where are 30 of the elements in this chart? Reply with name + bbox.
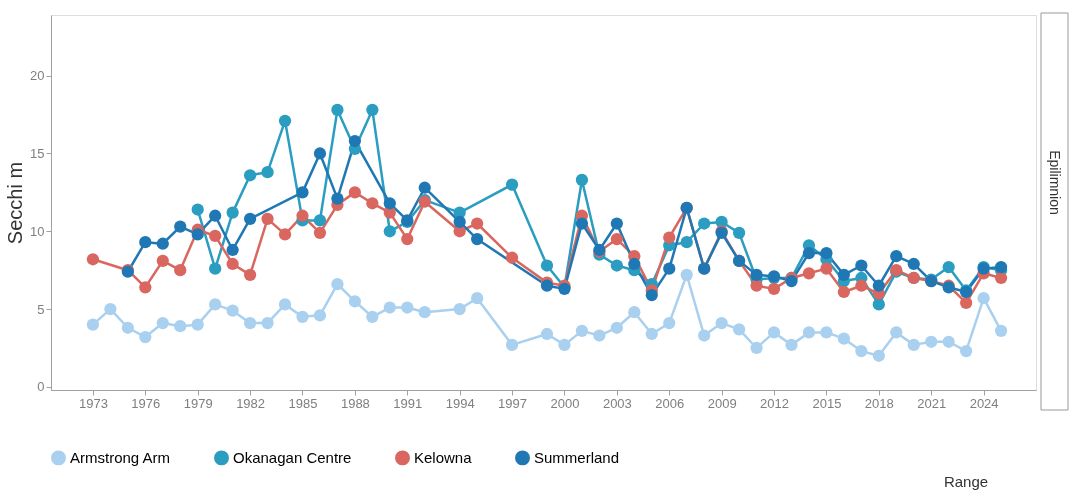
y-tick-label: 0 (37, 379, 45, 395)
x-tick-label: 2024 (969, 395, 999, 411)
x-tick-label: 1997 (498, 395, 528, 411)
text: Epilimnion (1047, 150, 1063, 215)
x-tick-label: 1982 (236, 395, 266, 411)
legend-label: Summerland (534, 448, 620, 466)
legend-label: Okanagan Centre (233, 448, 352, 466)
x-tick-label: 1976 (131, 395, 161, 411)
x-tick-label: 2018 (864, 395, 894, 411)
x-tick-label: 1988 (340, 395, 370, 411)
y-tick-label: 15 (30, 145, 45, 161)
y-tick-label: 5 (37, 301, 45, 317)
x-tick-label: 1994 (445, 395, 475, 411)
y-tick-label: 20 (30, 68, 45, 84)
x-tick-label: 2012 (760, 395, 789, 411)
x-tick-label: 1973 (78, 395, 108, 411)
x-tick-label: 2000 (550, 395, 580, 411)
y-tick-label: 10 (30, 223, 45, 239)
legend-label: Kelowna (414, 448, 473, 466)
x-tick-label: 2009 (707, 395, 737, 411)
x-tick-label: 2003 (602, 395, 632, 411)
x-tick-label: 2021 (917, 395, 947, 411)
text: Range (943, 473, 989, 490)
x-tick-label: 1985 (288, 395, 318, 411)
x-tick-label: 1991 (393, 395, 423, 411)
x-tick-label: 2015 (812, 395, 842, 411)
legend-label: Armstrong Arm (70, 448, 171, 466)
x-tick-label: 1979 (183, 395, 213, 411)
y-axis-title: Secchi m (4, 161, 27, 245)
x-tick-label: 2006 (655, 395, 685, 411)
